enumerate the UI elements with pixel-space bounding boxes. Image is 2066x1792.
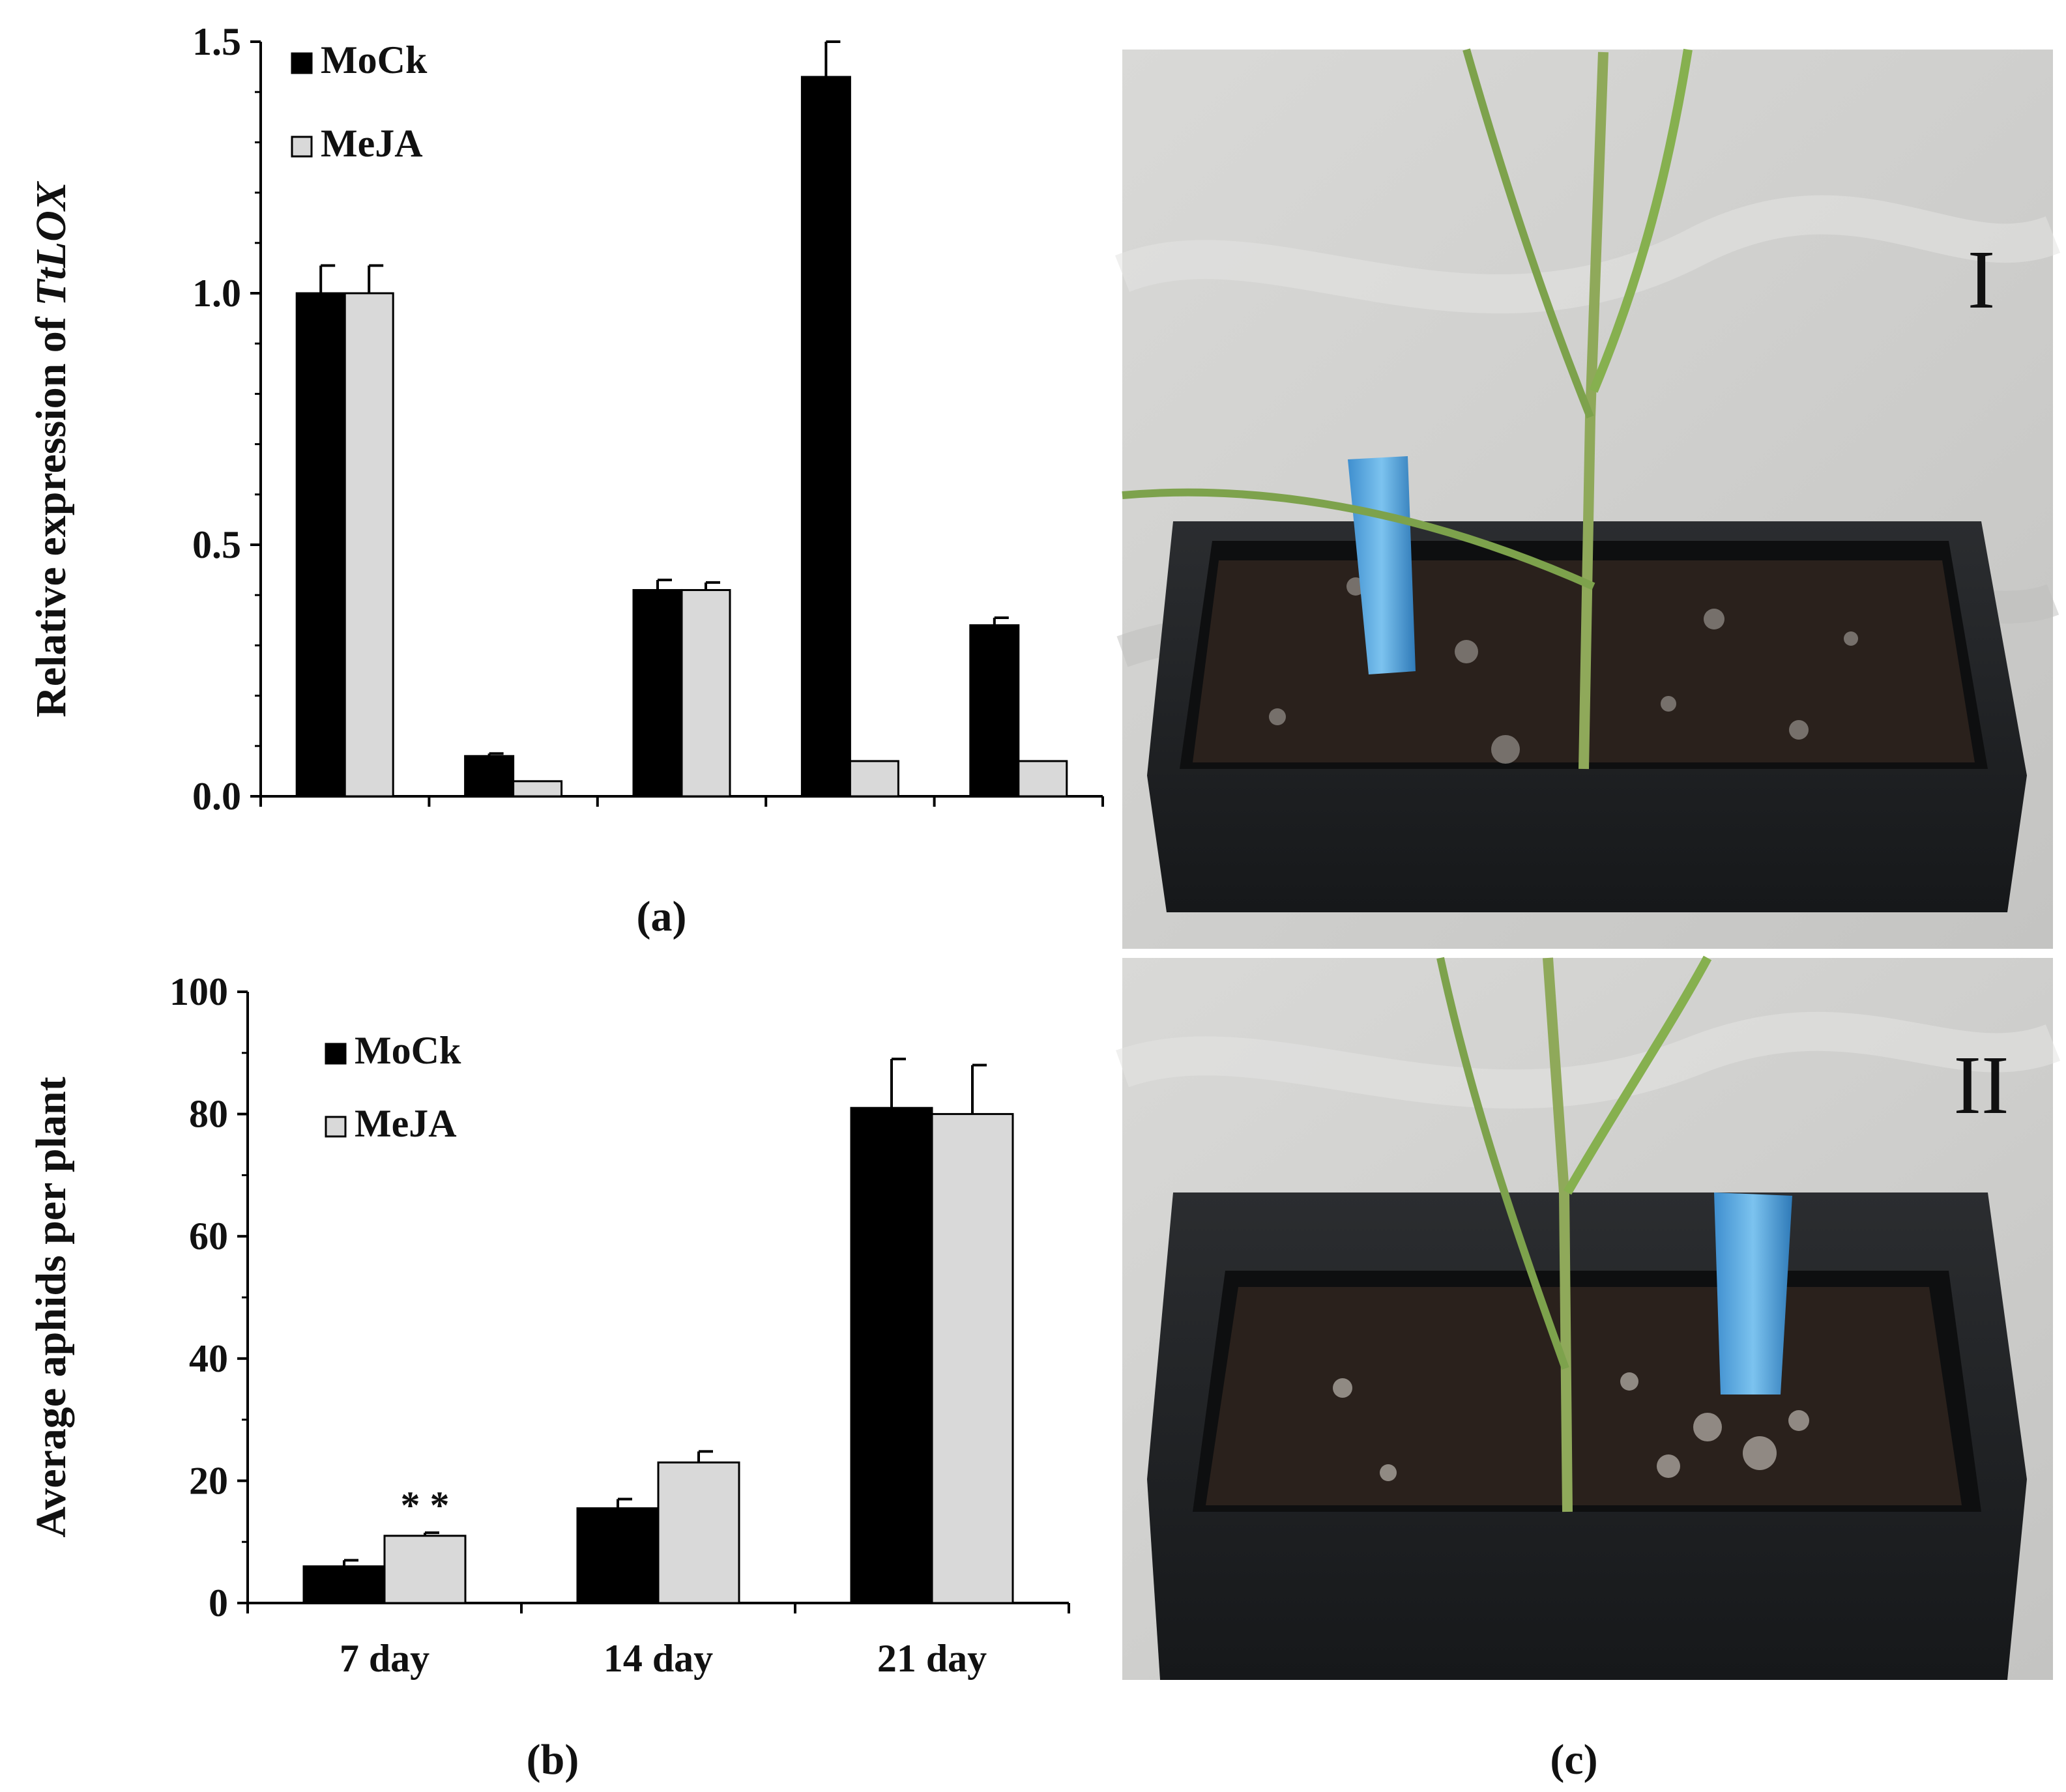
bar-mock-4 — [969, 624, 1020, 798]
legend-swatch-meja — [325, 1116, 347, 1138]
bar-meja-2 — [680, 588, 731, 798]
bar-mock-2 — [632, 588, 683, 798]
bar-meja-3 — [849, 760, 899, 798]
panel-b-y-axis-label: Average aphids per plant — [27, 1077, 75, 1537]
bar-meja-2 — [931, 1113, 1014, 1604]
legend-label-meja: MeJA — [321, 122, 423, 165]
bar-mock-2 — [850, 1106, 933, 1604]
y-tick-label: 1.5 — [192, 20, 241, 63]
bar-meja-1 — [657, 1461, 740, 1604]
panel-c-photos: I II (c) — [1115, 48, 2061, 1784]
y-tick-label: 100 — [169, 970, 228, 1013]
panel-b-bars: * * — [302, 1058, 1014, 1604]
significance-annotation: * * — [401, 1484, 450, 1527]
panel-b-label: (b) — [527, 1736, 579, 1784]
bar-mock-0 — [295, 292, 346, 798]
bar-meja-0 — [383, 1535, 467, 1604]
bar-meja-4 — [1017, 760, 1068, 798]
panel-b-chart: 0 20 40 60 80 100 7 day 14 day 21 day * * MoCk Me… — [27, 970, 1070, 1784]
panel-a-legend: MoCk MeJA — [291, 38, 428, 165]
y-tick-label: 80 — [189, 1093, 228, 1136]
y-tick-label: 60 — [189, 1215, 228, 1258]
panel-a-axes: 0.0 0.5 1.0 1.5 — [192, 20, 1104, 818]
legend-swatch-meja — [291, 136, 313, 158]
y-tick-label: 0 — [209, 1582, 228, 1625]
x-tick-label: 21 day — [877, 1637, 987, 1680]
bar-mock-3 — [800, 76, 851, 798]
legend-label-mock: MoCk — [355, 1029, 461, 1072]
bar-mock-1 — [464, 755, 515, 798]
legend-label-meja: MeJA — [355, 1102, 457, 1145]
bar-meja-1 — [512, 780, 563, 798]
y-tick-label: 0.0 — [192, 775, 241, 818]
panel-a-chart: 0.0 0.5 1.0 1.5 MoCk MeJA Relative expressio… — [27, 20, 1104, 940]
y-tick-label: 1.0 — [192, 272, 241, 315]
panel-b-legend: MoCk MeJA — [325, 1029, 461, 1145]
bar-mock-1 — [576, 1507, 660, 1604]
photo-i: I — [1115, 48, 2061, 949]
bar-mock-0 — [302, 1565, 386, 1604]
x-tick-label: 14 day — [604, 1637, 713, 1680]
panel-c-label: (c) — [1550, 1736, 1597, 1784]
x-tick-label: 7 day — [340, 1637, 429, 1680]
panel-a-y-label-gene: TtLOX — [27, 181, 75, 306]
photo-ii: II — [1116, 955, 2061, 1680]
panel-a-y-axis-label: Relative expression of TtLOX — [27, 181, 75, 717]
legend-swatch-mock — [325, 1043, 347, 1065]
panel-a-bars — [295, 40, 1068, 798]
photo-ii-label: II — [1953, 1039, 2009, 1131]
y-tick-label: 0.5 — [192, 523, 241, 566]
y-tick-label: 40 — [189, 1337, 228, 1380]
y-tick-label: 20 — [189, 1459, 228, 1502]
panel-a-label: (a) — [637, 893, 687, 940]
legend-label-mock: MoCk — [321, 38, 428, 81]
photo-i-label: I — [1968, 233, 1996, 326]
legend-swatch-mock — [291, 52, 313, 74]
bar-meja-0 — [343, 292, 394, 798]
panel-a-y-label-prefix: Relative expression of — [27, 306, 75, 717]
